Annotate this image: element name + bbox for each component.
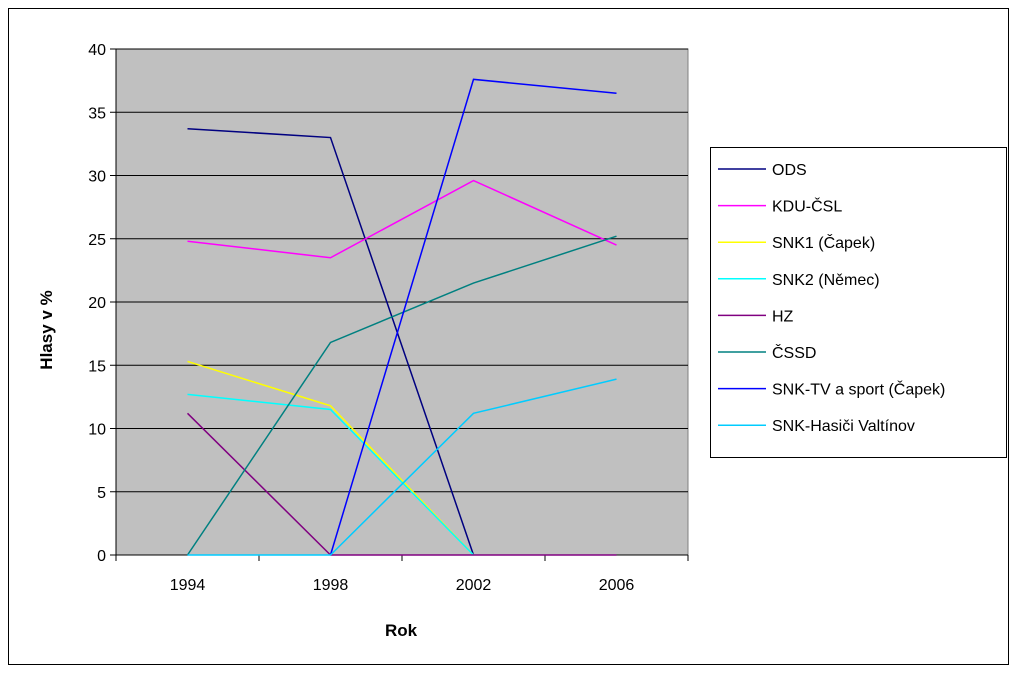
series-line	[187, 393, 475, 556]
x-axis-ticks: 1994 1998 2002 2006	[115, 555, 689, 594]
x-tick-label: 1998	[313, 577, 349, 594]
y-tick-label: 30	[88, 169, 106, 186]
y-tick-label: 35	[88, 105, 106, 122]
y-tick-label: 10	[88, 422, 106, 439]
y-tick-label: 20	[88, 295, 106, 312]
y-tick-label: 5	[97, 485, 106, 502]
y-tick-label: 40	[88, 42, 106, 59]
legend-label: SNK-TV a sport (Čapek)	[772, 380, 945, 399]
x-tick-label: 2006	[599, 577, 635, 594]
series-line	[187, 179, 617, 259]
legend-label: ODS	[772, 162, 807, 179]
y-tick-label: 0	[97, 548, 106, 565]
series-line	[187, 127, 475, 556]
legend-label: HZ	[772, 308, 794, 325]
series-line	[187, 360, 475, 556]
x-axis-label: Rok	[385, 621, 418, 640]
series-line	[329, 78, 617, 556]
y-tick-label: 15	[88, 358, 106, 375]
x-tick-label: 1994	[170, 577, 206, 594]
legend-label: KDU-ČSL	[772, 197, 842, 216]
y-axis-ticks: 0 5 10 15 20 25 30 35 40	[88, 42, 116, 565]
y-axis-label: Hlasy v %	[37, 290, 56, 369]
series-lines	[186, 78, 617, 556]
series-line	[186, 412, 617, 556]
legend-label: ČSSD	[772, 343, 816, 362]
legend-label: SNK-Hasiči Valtínov	[772, 418, 915, 435]
y-tick-label: 25	[88, 232, 106, 249]
gridlines	[116, 48, 688, 493]
legend: ODS KDU-ČSL SNK1 (Čapek) SNK2 (Němec) HZ ČSSD…	[710, 147, 1007, 458]
legend-box	[710, 147, 1007, 458]
series-line	[186, 235, 617, 556]
legend-label: SNK2 (Němec)	[772, 272, 880, 289]
legend-label: SNK1 (Čapek)	[772, 233, 875, 252]
series-line	[187, 378, 617, 556]
x-tick-label: 2002	[456, 577, 492, 594]
